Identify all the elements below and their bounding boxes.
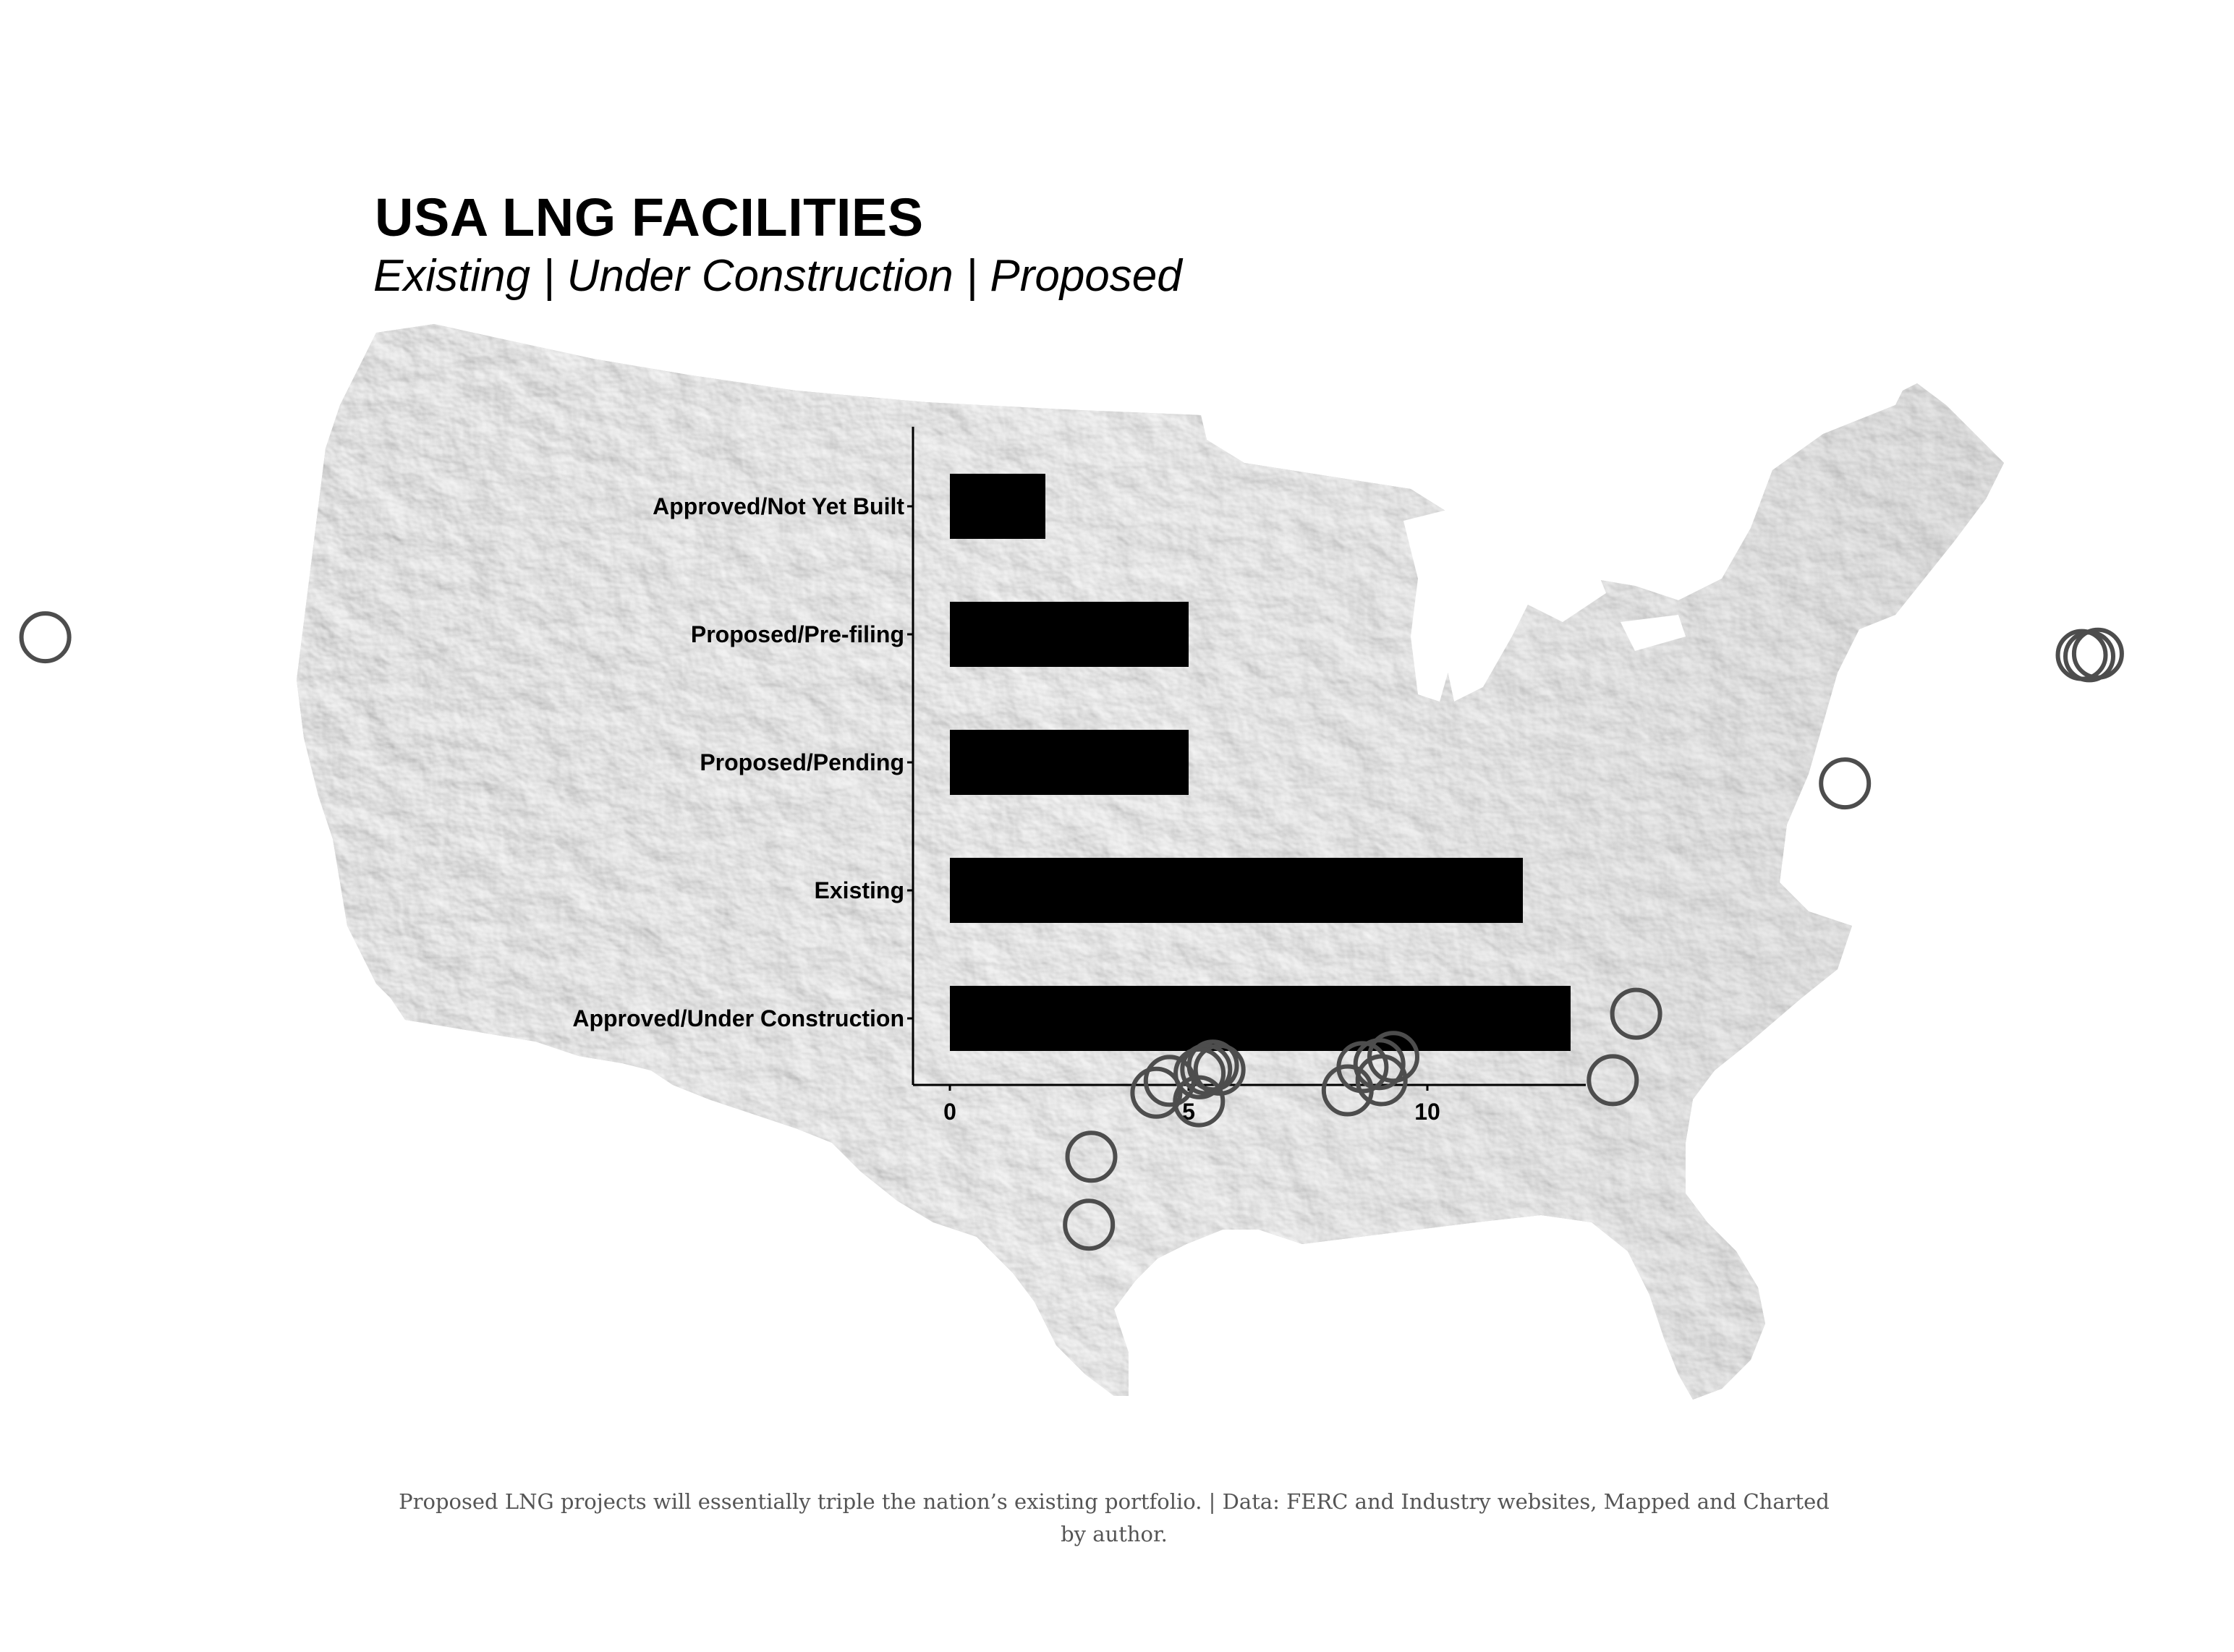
lng-facility-marker bbox=[1065, 1131, 1118, 1183]
x-tick-label: 0 bbox=[943, 1099, 956, 1125]
lng-facility-marker bbox=[2071, 627, 2124, 680]
category-label: Approved/Under Construction bbox=[572, 1005, 904, 1031]
lng-facility-marker bbox=[1173, 1047, 1226, 1099]
lng-facility-marker bbox=[1143, 1055, 1196, 1107]
category-label: Existing bbox=[815, 877, 904, 903]
category-label: Proposed/Pre-filing bbox=[691, 621, 904, 647]
bar-proposed-pre-filing bbox=[950, 602, 1189, 667]
lng-facility-marker bbox=[1610, 987, 1662, 1040]
figure-title: USA LNG FACILITIES bbox=[375, 187, 924, 247]
bar-group bbox=[950, 474, 1571, 1051]
lng-facility-marker bbox=[1130, 1066, 1183, 1119]
bar-existing bbox=[950, 858, 1523, 923]
lng-facility-marker bbox=[1180, 1043, 1233, 1096]
x-tick-label: 10 bbox=[1414, 1099, 1440, 1125]
category-labels: Approved/Not Yet Built Proposed/Pre-filin… bbox=[572, 493, 913, 1031]
lng-facility-marker bbox=[1355, 1054, 1408, 1107]
figure-subtitle: Existing | Under Construction | Proposed bbox=[373, 251, 1182, 301]
lng-facility-marker bbox=[1587, 1054, 1639, 1107]
lng-facility-marker bbox=[1819, 757, 1872, 810]
great-lakes bbox=[1403, 506, 1686, 702]
lng-facility-marker bbox=[1353, 1038, 1406, 1091]
bar-proposed-pending bbox=[950, 730, 1189, 795]
lng-facility-marker bbox=[19, 611, 72, 664]
source-caption: Proposed LNG projects will essentially t… bbox=[399, 1489, 1830, 1546]
x-tick-label: 5 bbox=[1182, 1099, 1195, 1125]
category-label: Approved/Not Yet Built bbox=[653, 493, 904, 519]
category-label: Proposed/Pending bbox=[700, 749, 904, 775]
lng-facility-marker bbox=[1173, 1075, 1226, 1128]
lng-facility-marker bbox=[1321, 1064, 1374, 1117]
lng-facility-marker bbox=[1063, 1198, 1116, 1251]
bar-approved-not-yet-built bbox=[950, 474, 1045, 539]
bar-approved-under-construction bbox=[950, 986, 1571, 1051]
